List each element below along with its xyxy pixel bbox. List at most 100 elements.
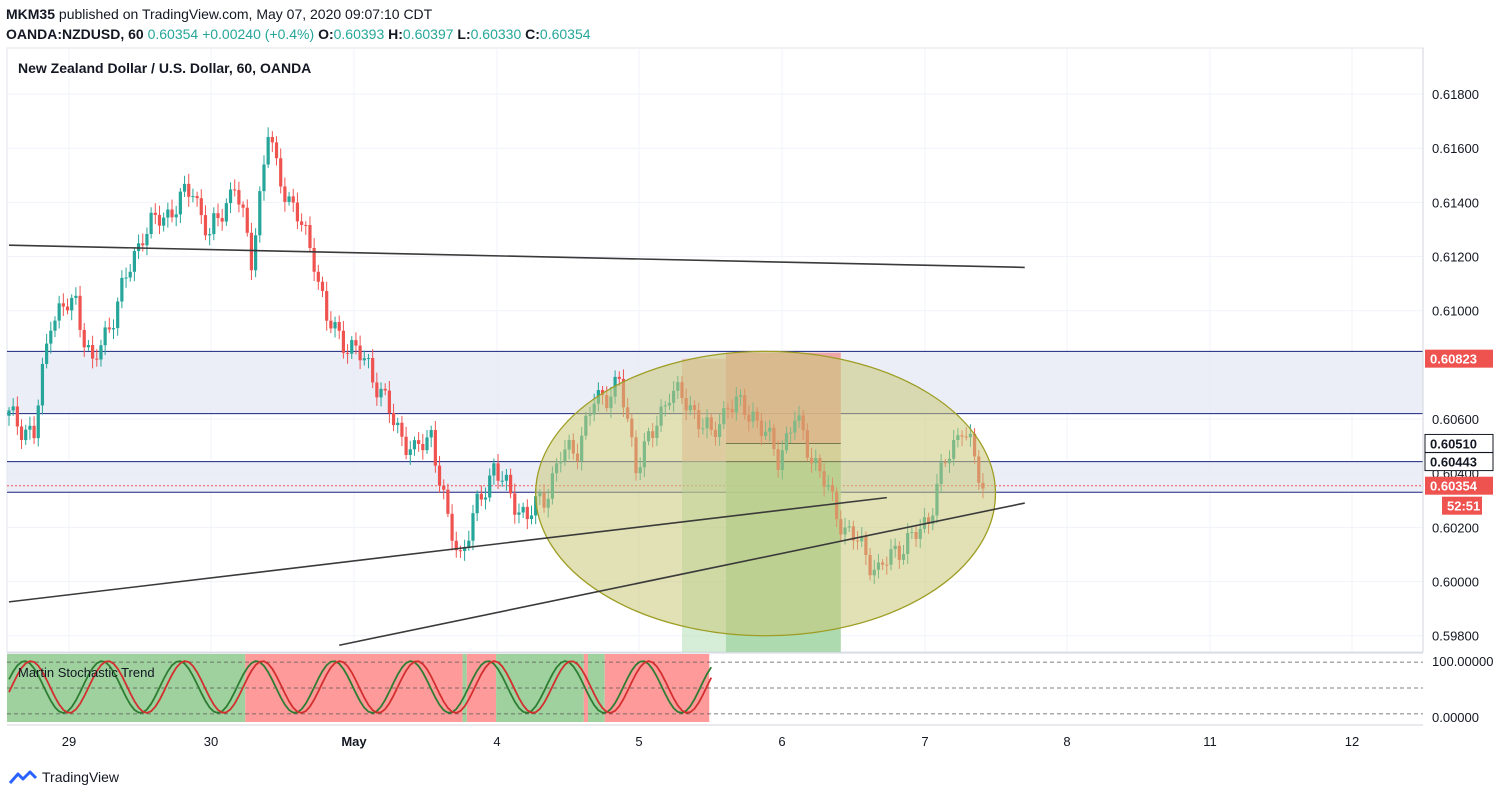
trendline xyxy=(8,244,1025,269)
candle xyxy=(379,382,383,407)
candle-body xyxy=(525,506,529,520)
candle xyxy=(174,205,178,227)
candle xyxy=(249,222,254,281)
candle-body xyxy=(145,233,149,246)
candle-body xyxy=(187,183,191,197)
candle-body xyxy=(617,376,621,379)
candle-body xyxy=(279,158,283,187)
candle-body xyxy=(258,191,262,236)
candle-body xyxy=(124,277,128,279)
candle-body xyxy=(450,513,454,541)
candle-body xyxy=(208,234,212,236)
candle xyxy=(529,505,534,525)
candle xyxy=(99,339,103,367)
time-tick-label: 5 xyxy=(635,734,642,749)
open-label: O: xyxy=(318,26,334,42)
candle-body xyxy=(149,212,153,234)
tradingview-footer[interactable]: TradingView xyxy=(8,766,119,788)
candle-body xyxy=(78,295,82,330)
candle-body xyxy=(504,474,509,481)
time-tick-label: May xyxy=(341,734,367,749)
candle xyxy=(404,426,408,460)
candle xyxy=(208,227,212,246)
highlight-circle-layer[interactable] xyxy=(535,350,997,637)
candle xyxy=(40,357,45,415)
candle-body xyxy=(513,493,517,515)
candle xyxy=(354,332,358,355)
high-label: H: xyxy=(388,26,403,42)
candle xyxy=(483,487,488,510)
price-chart[interactable]: 0.61800 0.61600 0.61400 0.61200 0.61000 0.606… xyxy=(0,0,1512,766)
candle xyxy=(320,276,325,298)
symbol-label[interactable]: OANDA:NZDUSD, 60 xyxy=(6,26,144,42)
last-price: 0.60354 xyxy=(147,26,199,42)
time-axis[interactable]: 29 30 May 4 5 6 7 8 11 12 xyxy=(7,724,1423,749)
candle-body xyxy=(249,232,254,271)
candle-body xyxy=(95,358,99,360)
candle-body xyxy=(458,550,463,552)
candle xyxy=(220,208,224,231)
candle-body xyxy=(412,440,417,450)
candle xyxy=(82,323,86,357)
candle-body xyxy=(354,340,358,346)
candle xyxy=(371,349,375,389)
candle xyxy=(450,504,454,551)
candle xyxy=(107,317,111,333)
time-tick-label: 8 xyxy=(1063,734,1070,749)
candle-body xyxy=(220,218,224,222)
candle-body xyxy=(162,217,166,226)
price-change: +0.00240 (+0.4%) xyxy=(202,26,315,42)
candle xyxy=(442,479,446,500)
candle-body xyxy=(36,405,40,439)
candle xyxy=(53,316,57,338)
candle xyxy=(74,287,78,305)
candle xyxy=(224,198,228,226)
price-axis[interactable]: 0.61800 0.61600 0.61400 0.61200 0.61000 0.606… xyxy=(1422,48,1494,652)
candle xyxy=(308,216,312,253)
trendlines-layer[interactable] xyxy=(8,244,1025,647)
candle-body xyxy=(496,463,500,481)
price-badge-text: 52:51 xyxy=(1447,499,1480,514)
candle xyxy=(228,182,233,214)
candle-body xyxy=(274,142,279,159)
price-tick-label: 0.60200 xyxy=(1432,520,1479,535)
price-tick-label: 0.61600 xyxy=(1432,141,1479,156)
candle xyxy=(233,179,237,197)
candle-body xyxy=(182,183,187,192)
candle xyxy=(500,471,504,487)
candle-body xyxy=(371,357,375,383)
oscillator-pane[interactable]: Martin Stochastic Trend 100.00000 0.00000 xyxy=(7,652,1493,725)
candle xyxy=(400,415,404,446)
time-tick-label: 4 xyxy=(493,734,500,749)
price-tick-label: 0.61000 xyxy=(1432,304,1479,319)
candle-body xyxy=(375,382,379,398)
candle xyxy=(471,504,475,551)
candle xyxy=(120,270,124,309)
candle xyxy=(36,399,40,447)
price-badge-bg xyxy=(1424,452,1494,472)
candle-body xyxy=(433,430,437,466)
candle xyxy=(425,429,429,454)
highlight-circle xyxy=(535,350,997,637)
osc-slow-line xyxy=(8,660,713,714)
candle-body xyxy=(308,225,312,248)
ohlc-line: OANDA:NZDUSD, 60 0.60354 +0.00240 (+0.4%… xyxy=(6,24,1406,44)
candle xyxy=(509,468,513,499)
candle xyxy=(262,155,266,201)
chart-title: New Zealand Dollar / U.S. Dollar, 60, OA… xyxy=(18,60,311,76)
candle-body xyxy=(170,209,174,218)
tradingview-logo-icon xyxy=(8,770,38,784)
chart-header: MKM35 published on TradingView.com, May … xyxy=(6,4,1406,46)
candle xyxy=(421,433,425,460)
candle xyxy=(454,531,458,558)
candle-body xyxy=(437,465,442,486)
high-value: 0.60397 xyxy=(402,26,454,42)
candle-body xyxy=(120,277,124,302)
price-tick-label: 0.61800 xyxy=(1432,87,1479,102)
candle xyxy=(49,321,53,354)
candle xyxy=(517,503,521,524)
candle-body xyxy=(157,214,162,226)
candle xyxy=(237,181,241,213)
publisher-name[interactable]: MKM35 xyxy=(6,6,56,22)
price-badge-countdown: 52:51 xyxy=(1442,496,1482,515)
